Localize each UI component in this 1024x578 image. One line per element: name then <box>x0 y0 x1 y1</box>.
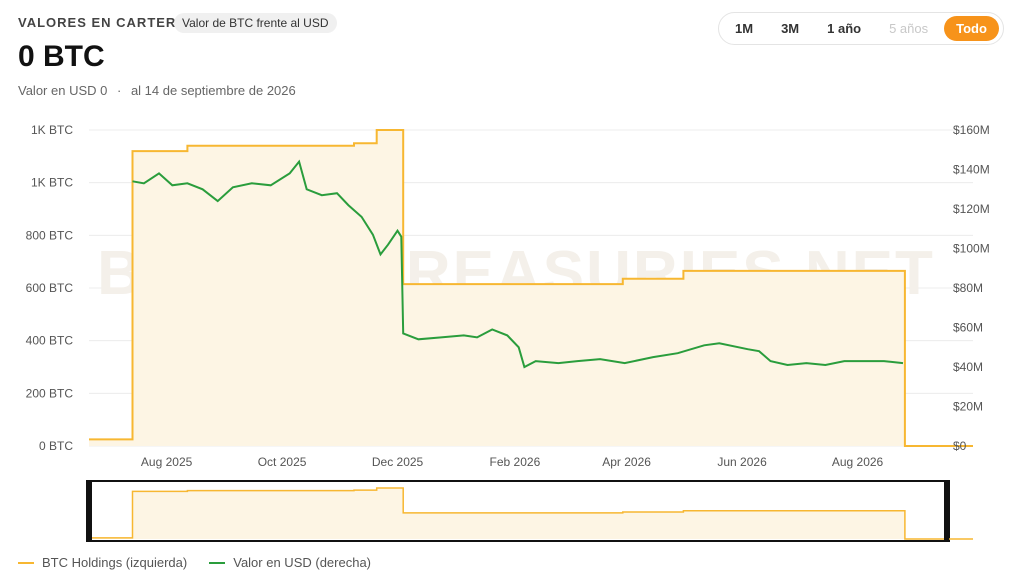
left-axis: 0 BTC 200 BTC 400 BTC 600 BTC 800 BTC 1K BTC 1… <box>26 123 74 453</box>
currency-badge[interactable]: Valor de BTC frente al USD <box>174 13 337 33</box>
range-3m-button[interactable]: 3M <box>781 21 800 36</box>
x-tick-label: Aug 2026 <box>832 455 884 469</box>
right-tick-label: $80M <box>953 281 983 295</box>
legend-holdings[interactable]: BTC Holdings (izquierda) <box>18 555 187 570</box>
right-tick-label: $140M <box>953 163 990 177</box>
x-tick-label: Aug 2025 <box>141 455 193 469</box>
holdings-line <box>89 129 973 447</box>
left-tick-label: 1K BTC <box>31 123 73 137</box>
holdings-value: 0 BTC <box>18 40 105 73</box>
x-tick-label: Oct 2025 <box>258 455 307 469</box>
as-of-date: al 14 de septiembre de 2026 <box>130 83 296 98</box>
navigator-line <box>89 487 973 540</box>
left-tick-label: 1K BTC <box>31 176 73 190</box>
right-tick-label: $100M <box>953 242 990 256</box>
left-tick-label: 0 BTC <box>39 439 73 453</box>
range-5y-button: 5 años <box>889 21 929 36</box>
right-axis: $0 $20M $40M $60M $80M $100M $120M $140M $160M <box>953 123 990 453</box>
separator: · <box>116 83 122 98</box>
legend: BTC Holdings (izquierda) Valor en USD (d… <box>18 555 371 570</box>
left-tick-label: 800 BTC <box>26 228 74 242</box>
navigator-handle-right[interactable] <box>944 481 949 541</box>
range-selector: 1M 3M 1 año 5 años Todo <box>718 12 1004 45</box>
usd-value-line <box>132 159 904 369</box>
legend-holdings-label: BTC Holdings (izquierda) <box>42 555 188 570</box>
right-tick-label: $60M <box>953 321 983 335</box>
left-tick-label: 400 BTC <box>26 334 74 348</box>
usd-value: Valor en USD 0 <box>18 83 108 98</box>
navigator[interactable] <box>86 480 973 542</box>
legend-usd-label: Valor en USD (derecha) <box>233 555 371 570</box>
x-axis: Aug 2025 Oct 2025 Dec 2025 Feb 2026 Apr 2026… <box>141 455 884 469</box>
x-tick-label: Feb 2026 <box>490 455 541 469</box>
right-tick-label: $160M <box>953 123 990 137</box>
x-tick-label: Apr 2026 <box>602 455 651 469</box>
right-tick-label: $20M <box>953 400 983 414</box>
range-1y-button[interactable]: 1 año <box>827 21 862 36</box>
x-tick-label: Dec 2025 <box>372 455 424 469</box>
left-tick-label: 600 BTC <box>26 281 74 295</box>
subtitle-line: Valor en USD 0 · al 14 de septiembre de … <box>18 83 302 98</box>
left-tick-label: 200 BTC <box>26 386 74 400</box>
legend-usd[interactable]: Valor en USD (derecha) <box>209 555 371 570</box>
legend-usd-swatch <box>209 561 226 564</box>
right-tick-label: $0 <box>953 439 967 453</box>
navigator-handle-left[interactable] <box>87 481 92 541</box>
right-tick-label: $120M <box>953 202 990 216</box>
holdings-area <box>89 130 973 446</box>
range-1m-button[interactable]: 1M <box>735 21 754 36</box>
range-all-button[interactable]: Todo <box>944 16 999 41</box>
x-tick-label: Jun 2026 <box>717 455 767 469</box>
right-tick-label: $40M <box>953 360 983 374</box>
section-title: VALORES EN CARTERA <box>18 15 187 30</box>
legend-holdings-swatch <box>18 561 34 564</box>
